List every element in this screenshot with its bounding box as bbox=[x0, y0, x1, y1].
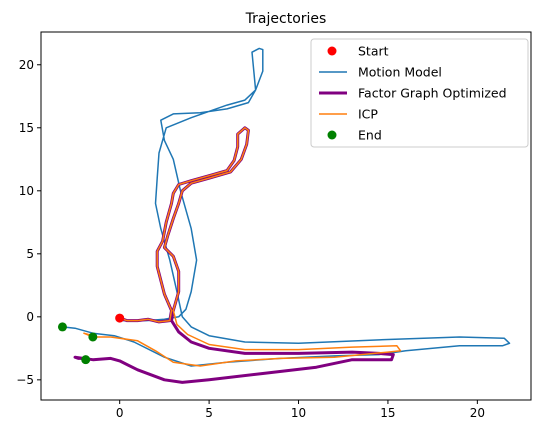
plot-lines bbox=[61, 47, 511, 384]
x-tick-label: 5 bbox=[205, 406, 213, 420]
end-point bbox=[57, 322, 67, 332]
start-point bbox=[115, 313, 125, 323]
legend-marker-start bbox=[327, 46, 337, 56]
chart-title: Trajectories bbox=[245, 11, 327, 27]
legend-box bbox=[310, 38, 529, 148]
y-tick-label: −5 bbox=[16, 373, 34, 387]
y-tick-label: 15 bbox=[19, 121, 34, 135]
y-tick-label: 5 bbox=[26, 247, 34, 261]
legend-label-end: End bbox=[358, 128, 382, 143]
x-tick-label: 0 bbox=[116, 406, 124, 420]
legend-label-motion-model: Motion Model bbox=[358, 65, 442, 80]
x-tick-label: 15 bbox=[380, 406, 395, 420]
plot-markers bbox=[57, 313, 125, 365]
series-line-factor-graph-optimized bbox=[73, 126, 395, 384]
end-point bbox=[81, 355, 91, 365]
legend-label-factor-graph-optimized: Factor Graph Optimized bbox=[358, 86, 507, 101]
x-axis: 0 5 10 15 20 bbox=[116, 400, 485, 420]
end-point bbox=[88, 332, 98, 342]
x-tick-label: 10 bbox=[291, 406, 306, 420]
y-tick-label: 0 bbox=[26, 310, 34, 324]
legend-label-icp: ICP bbox=[358, 107, 378, 122]
y-tick-label: 20 bbox=[19, 58, 34, 72]
axes-frame bbox=[40, 31, 532, 401]
y-axis: −5 0 5 10 15 20 bbox=[16, 58, 41, 387]
series-line-icp bbox=[83, 127, 402, 367]
x-tick-label: 20 bbox=[470, 406, 485, 420]
legend: Start Motion Model Factor Graph Optimized I… bbox=[310, 38, 529, 148]
y-tick-label: 10 bbox=[19, 184, 34, 198]
legend-marker-end bbox=[327, 130, 337, 140]
legend-label-start: Start bbox=[358, 44, 389, 59]
